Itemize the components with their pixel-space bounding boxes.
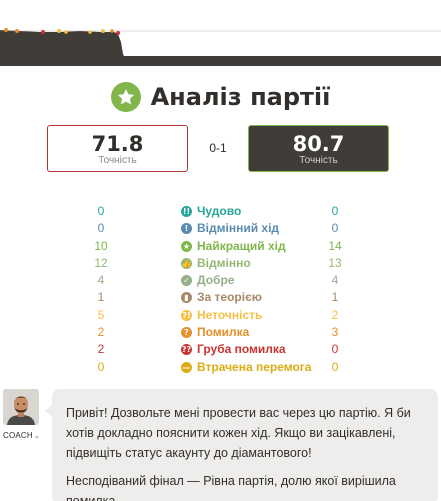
white-accuracy-label: Точність xyxy=(98,155,137,166)
coach-message-intro: Привіт! Дозвольте мені провести вас чере… xyxy=(66,406,411,460)
white-count: 0 xyxy=(97,221,105,236)
accuracy-scores: 71.8 Точність 0-1 80.7 Точність xyxy=(0,125,441,173)
best-move-icon: ★ xyxy=(181,240,192,252)
stat-row[interactable]: 0 !! Чудово 0 xyxy=(0,203,441,220)
black-count: 1 xyxy=(331,290,339,305)
stat-row[interactable]: 0 — Втрачена перемога 0 xyxy=(0,359,441,376)
classification-label: Помилка xyxy=(197,325,250,340)
move-classification-table: 0 !! Чудово 0 0 ! Відмінний хід 0 10 ★ Н… xyxy=(0,203,441,376)
coach-panel: COACH⌄ Привіт! Дозвольте мені провести в… xyxy=(0,387,441,501)
black-count: 3 xyxy=(331,325,339,340)
missed-win-icon: — xyxy=(181,361,192,373)
white-count: 1 xyxy=(97,290,105,305)
stat-row[interactable]: 0 ! Відмінний хід 0 xyxy=(0,220,441,237)
stat-row[interactable]: 12 👍 Відмінно 13 xyxy=(0,255,441,272)
page-title-row: Аналіз партії xyxy=(0,80,441,114)
stat-row[interactable]: 2 ?? Груба помилка 0 xyxy=(0,341,441,358)
black-count: 0 xyxy=(331,204,339,218)
classification-label: Відмінно xyxy=(197,255,251,270)
classification-label: Чудово xyxy=(197,204,242,218)
black-count: 0 xyxy=(331,342,339,357)
stat-row[interactable]: 4 ✓ Добре 4 xyxy=(0,272,441,289)
good-icon: ✓ xyxy=(181,275,192,287)
white-count: 2 xyxy=(97,342,105,357)
classification-label: Відмінний хід xyxy=(197,221,280,236)
coach-message-summary: Несподіваний фінал — Рівна партія, долю … xyxy=(66,474,396,501)
black-count: 4 xyxy=(331,273,339,288)
black-count: 0 xyxy=(331,221,339,236)
blunder-icon: ?? xyxy=(181,344,192,356)
evaluation-graph-svg xyxy=(0,0,441,66)
stat-row[interactable]: 10 ★ Найкращий хід 14 xyxy=(0,238,441,255)
classification-label: За теорією xyxy=(197,290,262,305)
classification-label: Груба помилка xyxy=(197,342,286,357)
white-count: 4 xyxy=(97,273,105,288)
black-count: 14 xyxy=(328,238,342,253)
coach-avatar[interactable] xyxy=(3,389,39,425)
black-count: 2 xyxy=(331,307,339,322)
page-title: Аналіз партії xyxy=(150,83,331,111)
white-accuracy-value: 71.8 xyxy=(91,132,144,156)
brilliant-icon: !! xyxy=(181,206,192,217)
great-move-icon: ! xyxy=(181,223,192,235)
classification-label: Втрачена перемога xyxy=(197,359,312,374)
classification-label: Найкращий хід xyxy=(197,238,286,253)
stat-row[interactable]: 2 ? Помилка 3 xyxy=(0,324,441,341)
evaluation-graph[interactable] xyxy=(0,0,441,66)
white-accuracy-card: 71.8 Точність xyxy=(47,125,188,172)
star-icon xyxy=(110,82,141,112)
classification-label: Неточність xyxy=(197,307,263,322)
black-accuracy-card: 80.7 Точність xyxy=(248,125,389,172)
white-count: 5 xyxy=(97,307,105,322)
black-count: 13 xyxy=(328,255,342,270)
classification-label: Добре xyxy=(197,273,235,288)
coach-message-bubble: Привіт! Дозвольте мені провести вас чере… xyxy=(45,389,438,501)
white-count: 0 xyxy=(97,204,105,218)
white-count: 0 xyxy=(97,359,105,374)
white-count: 10 xyxy=(94,238,108,253)
stat-row[interactable]: 1 ▮ За теорією 1 xyxy=(0,289,441,306)
black-count: 0 xyxy=(331,359,339,374)
book-icon: ▮ xyxy=(181,292,192,304)
coach-selector[interactable]: COACH⌄ xyxy=(3,431,40,440)
excellent-icon: 👍 xyxy=(181,257,192,269)
stat-row[interactable]: 5 ?! Неточність 2 xyxy=(0,307,441,324)
white-count: 2 xyxy=(97,325,105,340)
black-accuracy-value: 80.7 xyxy=(292,132,345,156)
chevron-down-icon: ⌄ xyxy=(33,433,40,440)
inaccuracy-icon: ?! xyxy=(181,309,192,321)
white-count: 12 xyxy=(94,255,108,270)
coach-face-icon xyxy=(3,389,39,425)
game-result: 0-1 xyxy=(209,141,227,155)
black-accuracy-label: Точність xyxy=(299,155,338,166)
coach-label: COACH xyxy=(3,431,33,440)
mistake-icon: ? xyxy=(181,327,192,339)
